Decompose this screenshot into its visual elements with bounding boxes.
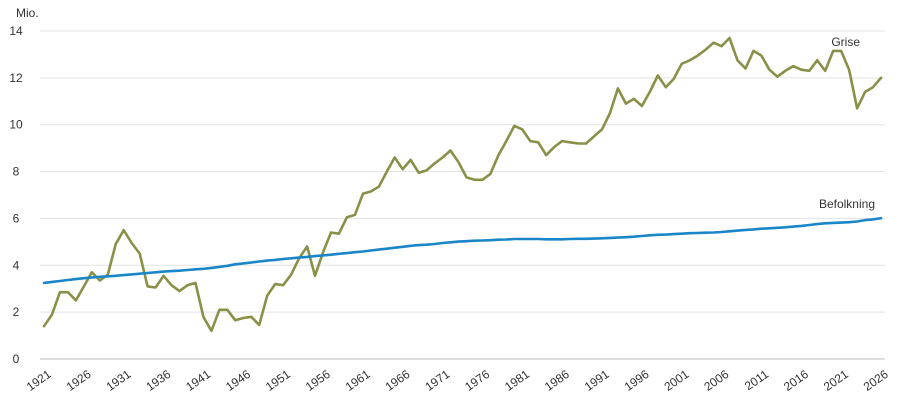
y-tick-label: 0 bbox=[13, 352, 20, 366]
y-unit-label: Mio. bbox=[16, 6, 39, 20]
x-axis: 1921 1926 1931 1936 1941 1946 1951 1956 1961 1966… bbox=[24, 367, 891, 394]
series-group bbox=[42, 36, 883, 333]
series-labels: Grise Befolkning bbox=[819, 35, 875, 211]
y-tick-label: 12 bbox=[9, 71, 23, 85]
x-tick-label: 2016 bbox=[781, 367, 811, 394]
x-tick-label: 1966 bbox=[383, 367, 413, 394]
x-tick-label: 2006 bbox=[701, 367, 731, 394]
series-line-befolkning bbox=[42, 216, 883, 285]
y-tick-label: 14 bbox=[9, 24, 23, 38]
x-tick-label: 2011 bbox=[742, 367, 771, 393]
x-tick-label: 1956 bbox=[303, 367, 333, 394]
x-tick-label: 2021 bbox=[821, 367, 851, 394]
y-tick-label: 10 bbox=[9, 118, 23, 132]
series-line-grise bbox=[42, 36, 883, 333]
x-tick-label: 1946 bbox=[223, 367, 253, 394]
x-tick-label: 1986 bbox=[542, 367, 572, 394]
y-tick-label: 6 bbox=[13, 211, 20, 225]
x-tick-label: 1981 bbox=[502, 367, 532, 394]
x-tick-label: 1991 bbox=[582, 367, 612, 394]
x-tick-label: 1961 bbox=[343, 367, 373, 394]
gridlines bbox=[40, 30, 885, 360]
y-tick-label: 8 bbox=[13, 165, 20, 179]
x-tick-label: 1936 bbox=[143, 367, 173, 394]
y-tick-label: 4 bbox=[13, 258, 20, 272]
x-tick-label: 1941 bbox=[183, 367, 213, 394]
x-tick-label: 1976 bbox=[462, 367, 492, 394]
series-label-grise: Grise bbox=[831, 35, 860, 49]
x-tick-label: 1921 bbox=[24, 367, 54, 394]
x-tick-label: 1996 bbox=[622, 367, 652, 394]
x-tick-label: 1971 bbox=[422, 367, 452, 394]
x-tick-label: 1926 bbox=[64, 367, 94, 394]
x-tick-label: 2026 bbox=[861, 367, 891, 394]
x-tick-label: 1931 bbox=[104, 367, 134, 394]
series-label-befolkning: Befolkning bbox=[819, 197, 875, 211]
y-tick-label: 2 bbox=[13, 305, 20, 319]
x-tick-label: 2001 bbox=[662, 367, 692, 394]
y-axis: 0 2 4 6 8 10 12 14 bbox=[9, 24, 23, 366]
x-tick-label: 1951 bbox=[263, 367, 293, 394]
